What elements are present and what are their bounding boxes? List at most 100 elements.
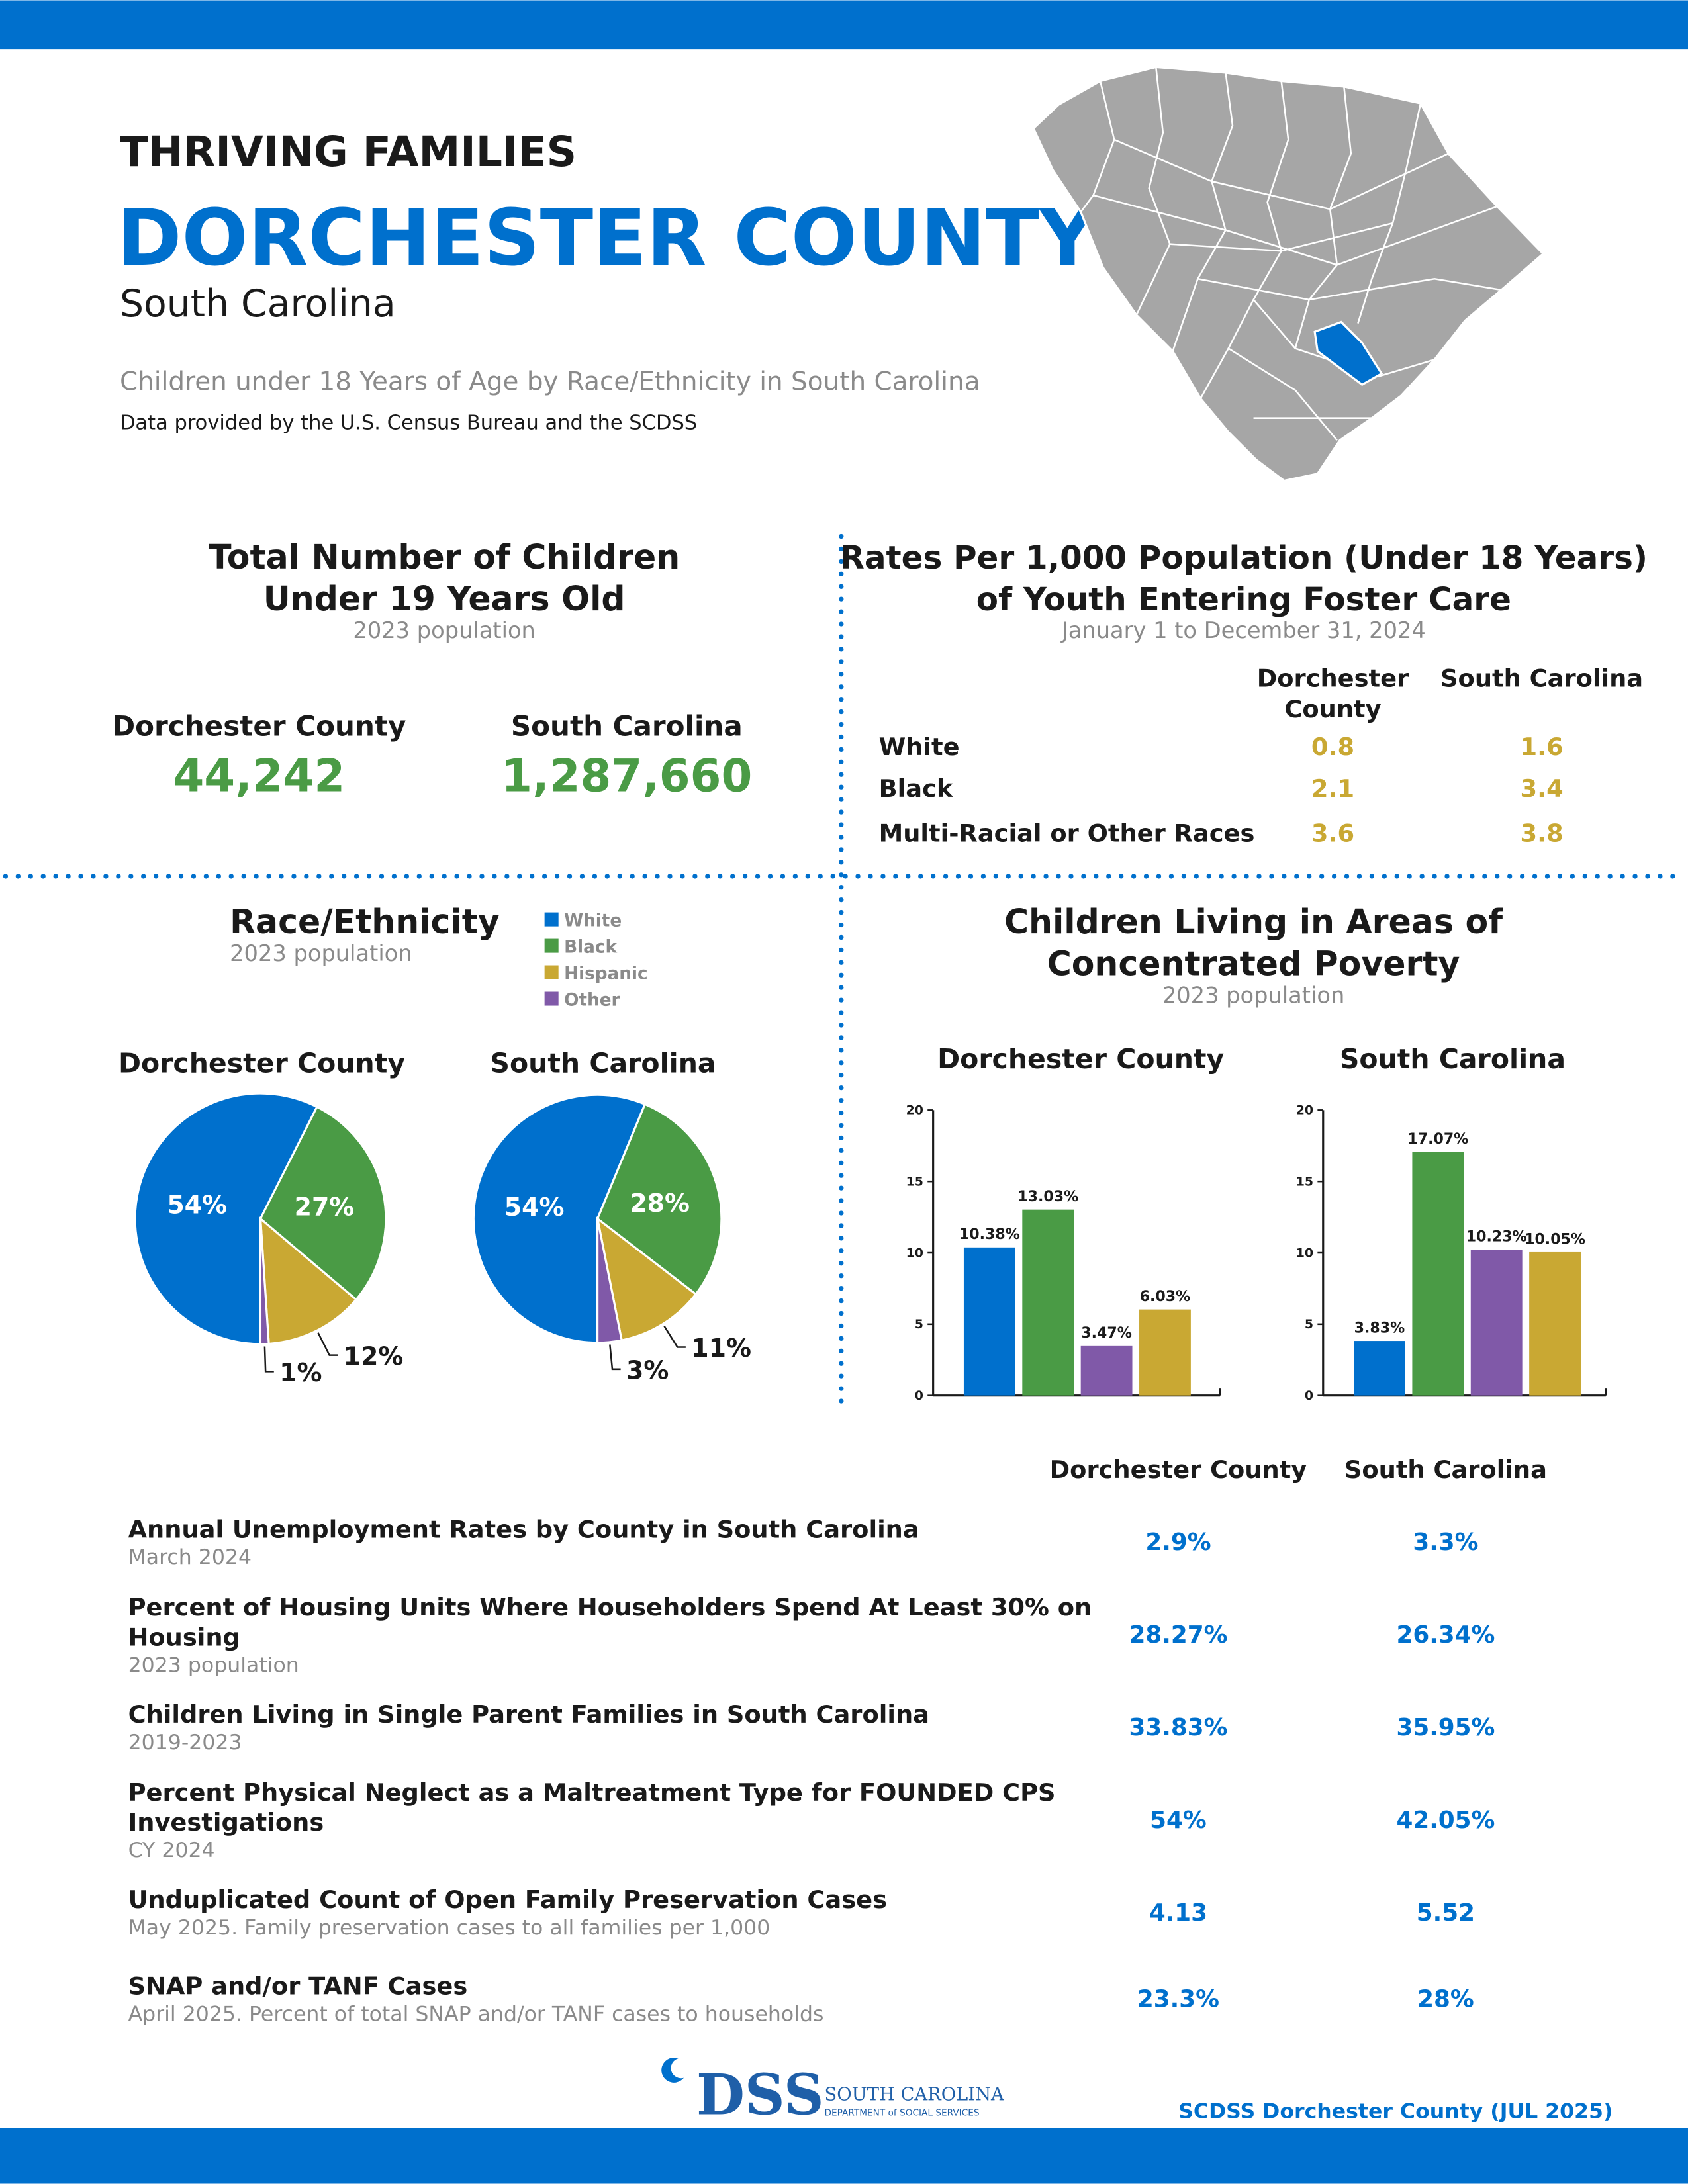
y-tick-label: 10 bbox=[1296, 1246, 1313, 1260]
indicator-subtitle: April 2025. Percent of total SNAP and/or… bbox=[128, 2002, 824, 2026]
logo-org: DEPARTMENT of SOCIAL SERVICES bbox=[825, 2107, 980, 2118]
column-header: Dorchester County bbox=[1050, 1455, 1307, 1484]
indicator-value: 42.05% bbox=[1396, 1807, 1495, 1834]
section-subtitle: 2023 population bbox=[353, 617, 535, 643]
foster-table: White 0.8 1.6 Black 2.1 3.4 Multi-Racial or Ot… bbox=[879, 733, 1564, 847]
y-tick-label: 20 bbox=[906, 1103, 923, 1118]
column-header: Dorchester bbox=[1257, 664, 1409, 693]
indicator-value: 5.52 bbox=[1417, 1899, 1475, 1927]
y-tick-label: 10 bbox=[906, 1246, 923, 1260]
bar bbox=[1529, 1251, 1581, 1396]
indicator-title: Housing bbox=[128, 1623, 240, 1651]
data-label: 3% bbox=[626, 1356, 669, 1385]
y-tick-label: 0 bbox=[1305, 1388, 1313, 1403]
indicator-title: Percent of Housing Units Where Household… bbox=[128, 1593, 1092, 1621]
section-subtitle: 2023 population bbox=[230, 940, 412, 966]
leader-line bbox=[663, 1325, 686, 1348]
section-title: Total Number of Children bbox=[209, 537, 680, 576]
chart-title: Dorchester County bbox=[937, 1043, 1224, 1075]
rate-value: 3.4 bbox=[1520, 774, 1563, 803]
data-label: 6.03% bbox=[1140, 1288, 1191, 1305]
indicator-title: Investigations bbox=[128, 1808, 324, 1837]
logo-org: SOUTH CAROLINA bbox=[825, 2084, 1006, 2105]
indicator-value: 33.83% bbox=[1129, 1714, 1227, 1741]
y-tick-label: 15 bbox=[1296, 1174, 1313, 1189]
y-tick-label: 20 bbox=[1296, 1103, 1313, 1118]
indicator-subtitle: May 2025. Family preservation cases to a… bbox=[128, 1916, 771, 1940]
section-title: Under 19 Years Old bbox=[263, 579, 626, 618]
state-map bbox=[1032, 66, 1545, 482]
legend: White Black Hispanic Other bbox=[544, 911, 648, 1011]
chart-title: South Carolina bbox=[490, 1048, 716, 1079]
rate-value: 3.6 bbox=[1311, 819, 1354, 847]
data-label: 28% bbox=[630, 1189, 690, 1218]
charts: Dorchester County 54% 27% 12% 1% South Caroli… bbox=[118, 1043, 1607, 1403]
row-label: Multi-Racial or Other Races bbox=[879, 819, 1255, 847]
bar bbox=[963, 1247, 1015, 1396]
indicator-title: Unduplicated Count of Open Family Preser… bbox=[128, 1886, 887, 1914]
legend-label: White bbox=[564, 911, 622, 931]
data-label: 17.07% bbox=[1407, 1130, 1468, 1148]
credit: SCDSS Dorchester County (JUL 2025) bbox=[1178, 2100, 1613, 2124]
bar bbox=[1354, 1341, 1405, 1396]
bar bbox=[1022, 1209, 1074, 1396]
indicator-title: Annual Unemployment Rates by County in S… bbox=[128, 1515, 919, 1543]
indicator-subtitle: CY 2024 bbox=[128, 1839, 215, 1862]
y-tick-label: 5 bbox=[915, 1317, 923, 1332]
bar bbox=[1080, 1345, 1133, 1396]
y-tick-label: 15 bbox=[906, 1174, 923, 1189]
data-label: 10.38% bbox=[959, 1226, 1020, 1243]
indicator-value: 23.3% bbox=[1137, 1985, 1219, 2013]
rate-value: 1.6 bbox=[1520, 733, 1563, 761]
pie-slice bbox=[596, 1216, 698, 1342]
pie-slice bbox=[259, 1216, 358, 1345]
legend-swatch bbox=[544, 938, 559, 953]
data-label: 13.03% bbox=[1017, 1188, 1078, 1205]
pie-slice bbox=[596, 1103, 723, 1296]
data-label: 54% bbox=[504, 1193, 565, 1222]
column-header: South Carolina bbox=[1440, 664, 1643, 693]
section-title: Children Living in Areas of bbox=[1004, 902, 1503, 941]
column-header: South Carolina bbox=[1344, 1455, 1547, 1484]
data-label: 10.05% bbox=[1524, 1230, 1585, 1248]
data-label: 54% bbox=[167, 1190, 227, 1219]
row-label: Black bbox=[879, 774, 954, 803]
leader-line bbox=[609, 1344, 621, 1371]
logo-text: DSS bbox=[696, 2062, 824, 2127]
section-subtitle: January 1 to December 31, 2024 bbox=[1060, 617, 1426, 643]
section-title: Concentrated Poverty bbox=[1047, 944, 1460, 983]
indicator-value: 28.27% bbox=[1129, 1621, 1227, 1649]
leader-line bbox=[317, 1332, 338, 1356]
y-tick-label: 5 bbox=[1305, 1317, 1313, 1332]
title: DORCHESTER COUNTY bbox=[117, 193, 1097, 283]
data-label: 12% bbox=[344, 1342, 404, 1371]
state: South Carolina bbox=[120, 282, 396, 326]
pie-slice bbox=[259, 1105, 387, 1301]
indicator-title: SNAP and/or TANF Cases bbox=[128, 1972, 468, 2000]
legend-swatch bbox=[544, 965, 559, 979]
subtitle: Children under 18 Years of Age by Race/E… bbox=[120, 367, 980, 397]
indicator-value: 2.9% bbox=[1145, 1529, 1211, 1556]
bottom-bar bbox=[0, 2128, 1688, 2184]
data-label: 27% bbox=[295, 1193, 355, 1222]
legend-swatch bbox=[544, 991, 559, 1006]
row-label: White bbox=[879, 733, 960, 761]
data-label: 3.83% bbox=[1354, 1319, 1405, 1336]
indicator-title: Children Living in Single Parent Familie… bbox=[128, 1700, 929, 1729]
data-label: 1% bbox=[279, 1358, 322, 1387]
rate-value: 3.8 bbox=[1520, 819, 1563, 847]
column-header: County bbox=[1284, 695, 1381, 723]
source: Data provided by the U.S. Census Bureau … bbox=[120, 412, 697, 435]
top-bar bbox=[0, 0, 1688, 50]
bar bbox=[1412, 1152, 1464, 1396]
chart-title: South Carolina bbox=[1340, 1043, 1566, 1075]
legend-label: Other bbox=[564, 991, 620, 1011]
data-label: 3.47% bbox=[1081, 1324, 1132, 1342]
pie-slice bbox=[259, 1218, 270, 1345]
indicator-value: 54% bbox=[1150, 1807, 1207, 1834]
pie-slice bbox=[596, 1218, 623, 1344]
total-value: 1,287,660 bbox=[501, 751, 752, 802]
indicator-title: Percent Physical Neglect as a Maltreatme… bbox=[128, 1778, 1056, 1807]
legend-swatch bbox=[544, 912, 559, 927]
